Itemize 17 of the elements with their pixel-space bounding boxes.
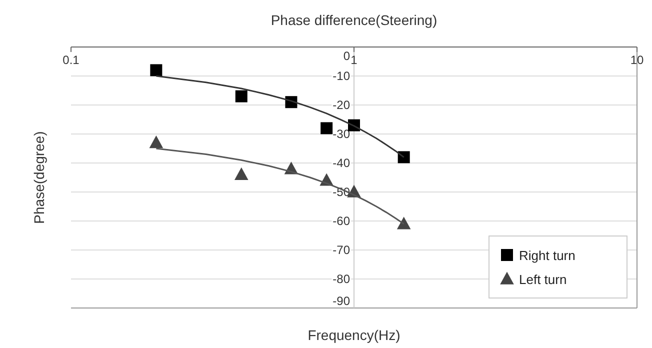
y-tick-label: -60 — [332, 214, 350, 228]
legend-label: Left turn — [519, 272, 567, 287]
y-tick-label: -20 — [332, 98, 350, 112]
y-tick-label: -90 — [332, 294, 350, 308]
legend-label: Right turn — [519, 248, 576, 263]
chart-title: Phase difference(Steering) — [270, 12, 438, 28]
y-tick-label: -40 — [332, 156, 350, 170]
x-tick-label: 1 — [350, 53, 358, 67]
x-axis-title: Frequency(Hz) — [308, 327, 400, 343]
y-tick-label: -80 — [332, 272, 350, 286]
y-axis-title: Phase(degree) — [31, 131, 47, 224]
x-tick-label: 0.1 — [62, 53, 80, 67]
x-tick-label: 10 — [630, 53, 644, 67]
y-tick-label: 0 — [343, 49, 350, 63]
y-tick-label: -10 — [332, 69, 350, 83]
y-tick-label: -70 — [332, 243, 350, 257]
y-tick-label: -30 — [332, 127, 350, 141]
